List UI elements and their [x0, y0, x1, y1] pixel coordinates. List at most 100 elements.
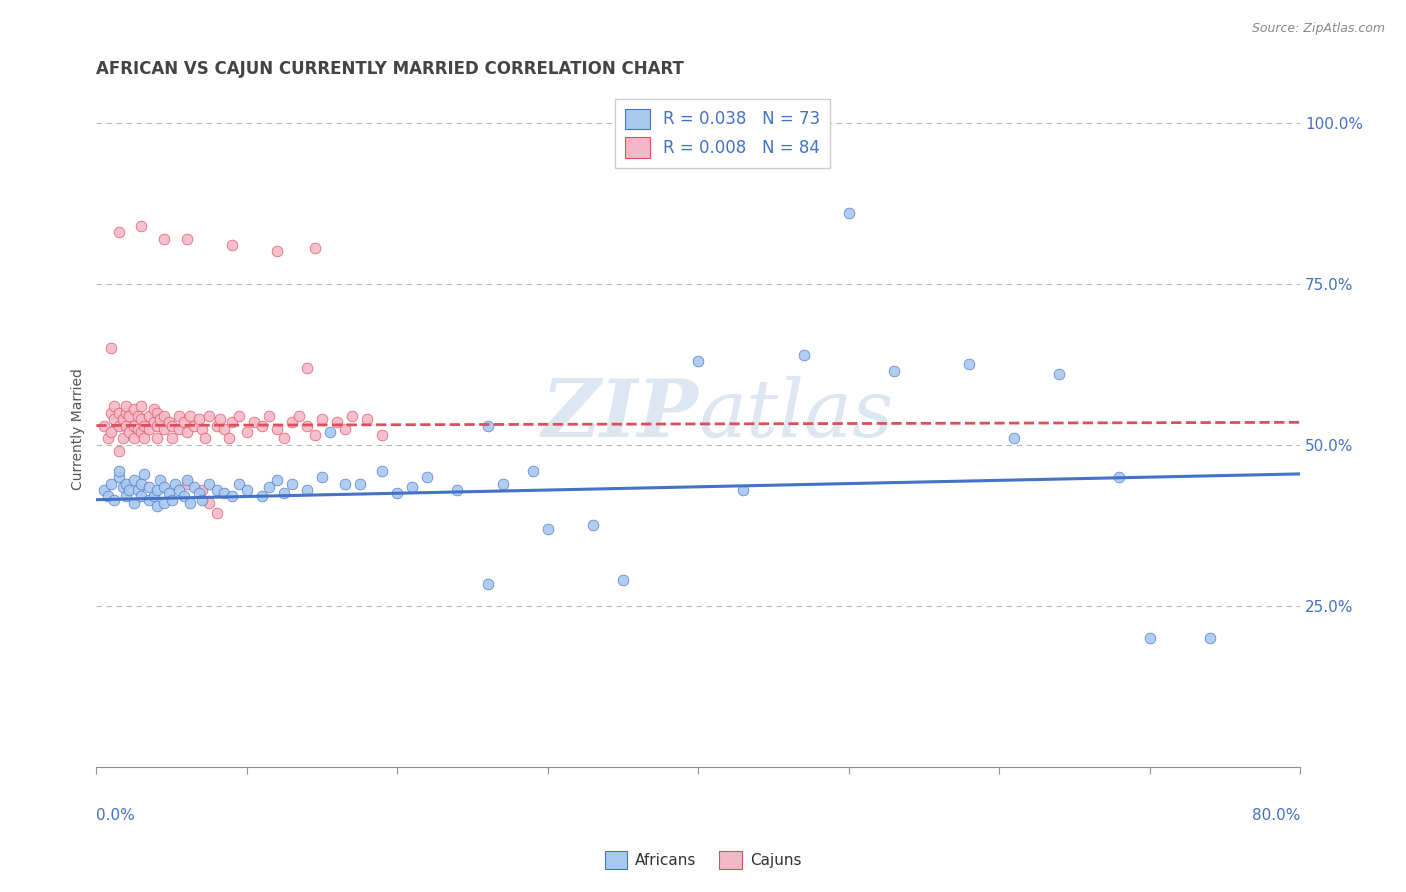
Point — [205, 483, 228, 497]
Point — [208, 412, 231, 426]
Point — [221, 238, 243, 252]
Point — [179, 409, 201, 423]
Point — [122, 432, 145, 446]
Point — [281, 476, 304, 491]
Legend: Africans, Cajuns: Africans, Cajuns — [599, 845, 807, 875]
Point — [134, 418, 156, 433]
Point — [122, 402, 145, 417]
Point — [108, 444, 131, 458]
Point — [838, 206, 860, 220]
Point — [131, 490, 153, 504]
Point — [228, 476, 250, 491]
Point — [163, 476, 186, 491]
Text: ZIP: ZIP — [541, 376, 699, 454]
Point — [326, 415, 349, 429]
Point — [127, 409, 149, 423]
Text: 80.0%: 80.0% — [1251, 808, 1301, 823]
Point — [333, 476, 356, 491]
Point — [582, 518, 605, 533]
Point — [183, 480, 205, 494]
Point — [792, 348, 814, 362]
Point — [142, 402, 165, 417]
Point — [122, 474, 145, 488]
Point — [281, 415, 304, 429]
Point — [118, 425, 141, 439]
Point — [112, 432, 135, 446]
Point — [108, 418, 131, 433]
Point — [198, 409, 221, 423]
Point — [160, 492, 183, 507]
Point — [187, 486, 209, 500]
Point — [176, 425, 198, 439]
Point — [311, 412, 333, 426]
Point — [1002, 432, 1025, 446]
Point — [304, 428, 326, 442]
Point — [318, 425, 340, 439]
Point — [145, 499, 167, 513]
Point — [446, 483, 468, 497]
Point — [153, 231, 176, 245]
Point — [236, 483, 259, 497]
Point — [115, 399, 138, 413]
Point — [198, 496, 221, 510]
Point — [477, 418, 499, 433]
Point — [522, 464, 544, 478]
Point — [145, 406, 167, 420]
Point — [295, 360, 318, 375]
Text: 0.0%: 0.0% — [97, 808, 135, 823]
Y-axis label: Currently Married: Currently Married — [72, 368, 86, 490]
Point — [1198, 632, 1220, 646]
Point — [115, 490, 138, 504]
Point — [127, 422, 149, 436]
Point — [883, 364, 905, 378]
Point — [118, 409, 141, 423]
Point — [103, 412, 125, 426]
Point — [236, 425, 259, 439]
Point — [176, 476, 198, 491]
Point — [108, 464, 131, 478]
Point — [190, 492, 212, 507]
Point — [115, 406, 138, 420]
Point — [167, 409, 190, 423]
Point — [266, 474, 288, 488]
Point — [145, 432, 167, 446]
Point — [259, 409, 281, 423]
Point — [100, 476, 122, 491]
Point — [228, 409, 250, 423]
Text: atlas: atlas — [699, 376, 894, 454]
Point — [176, 474, 198, 488]
Point — [153, 480, 176, 494]
Point — [179, 496, 201, 510]
Point — [134, 432, 156, 446]
Point — [127, 483, 149, 497]
Point — [142, 490, 165, 504]
Point — [153, 422, 176, 436]
Point — [356, 412, 378, 426]
Point — [160, 432, 183, 446]
Point — [93, 483, 115, 497]
Point — [138, 409, 160, 423]
Point — [273, 486, 295, 500]
Point — [477, 576, 499, 591]
Point — [118, 483, 141, 497]
Point — [198, 476, 221, 491]
Point — [176, 231, 198, 245]
Point — [103, 399, 125, 413]
Point — [108, 225, 131, 239]
Point — [142, 415, 165, 429]
Point — [295, 418, 318, 433]
Point — [273, 432, 295, 446]
Point — [221, 490, 243, 504]
Point — [153, 409, 176, 423]
Point — [333, 422, 356, 436]
Point — [173, 415, 195, 429]
Point — [190, 483, 212, 497]
Point — [416, 470, 439, 484]
Point — [115, 418, 138, 433]
Point — [148, 474, 170, 488]
Point — [157, 415, 180, 429]
Point — [371, 464, 394, 478]
Point — [212, 422, 235, 436]
Text: AFRICAN VS CAJUN CURRENTLY MARRIED CORRELATION CHART: AFRICAN VS CAJUN CURRENTLY MARRIED CORRE… — [97, 60, 685, 78]
Point — [100, 406, 122, 420]
